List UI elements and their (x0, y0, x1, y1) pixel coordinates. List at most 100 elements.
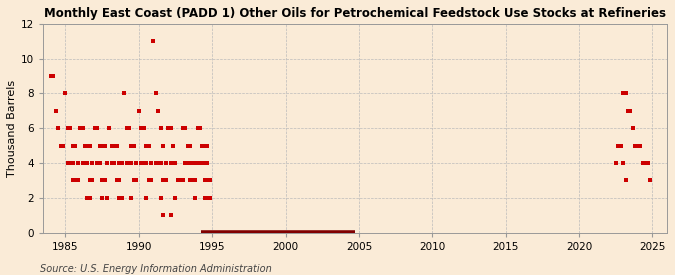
Point (622, 109, 633, 113)
Point (57, 143, 68, 148)
Point (167, 143, 178, 148)
Point (55, 143, 66, 148)
Point (155, 126, 166, 130)
Point (187, 161, 198, 165)
Point (165, 161, 176, 165)
Point (97, 178, 107, 183)
Point (122, 161, 132, 165)
Point (111, 178, 122, 183)
Point (82, 161, 93, 165)
Point (610, 161, 621, 165)
Point (126, 143, 137, 148)
Point (65, 161, 76, 165)
Point (134, 109, 144, 113)
Point (68, 178, 78, 183)
Point (84, 143, 95, 148)
Point (60, 91, 71, 96)
Point (97, 196, 107, 200)
Point (165, 126, 176, 130)
Point (143, 143, 154, 148)
Point (197, 143, 208, 148)
Point (151, 161, 161, 165)
Point (178, 178, 188, 183)
Point (635, 143, 646, 148)
Point (165, 213, 176, 217)
Point (630, 143, 641, 148)
Point (48, 74, 59, 78)
Point (70, 143, 80, 148)
Point (199, 196, 210, 200)
Point (202, 143, 213, 148)
Point (82, 196, 93, 200)
Point (140, 196, 151, 200)
Point (151, 91, 161, 96)
Point (72, 161, 83, 165)
Point (77, 161, 88, 165)
Point (126, 196, 137, 200)
Point (95, 161, 105, 165)
Point (637, 161, 648, 165)
Point (615, 143, 626, 148)
Point (178, 178, 188, 183)
Point (107, 143, 117, 148)
Point (63, 126, 74, 130)
Point (190, 178, 200, 183)
Point (131, 161, 142, 165)
Point (187, 178, 198, 183)
Point (205, 178, 215, 183)
Point (190, 196, 200, 200)
Point (160, 178, 171, 183)
Point (182, 143, 193, 148)
Point (101, 161, 112, 165)
Point (158, 143, 169, 148)
Point (178, 126, 188, 130)
Point (109, 143, 119, 148)
Point (68, 143, 78, 148)
Point (92, 161, 103, 165)
Point (163, 126, 173, 130)
Point (185, 161, 196, 165)
Point (155, 161, 166, 165)
Point (84, 178, 95, 183)
Point (645, 178, 655, 183)
Point (170, 196, 181, 200)
Point (82, 143, 93, 148)
Point (80, 161, 90, 165)
Point (63, 161, 74, 165)
Point (116, 161, 127, 165)
Point (87, 161, 98, 165)
Point (194, 161, 205, 165)
Point (194, 126, 205, 130)
Point (642, 161, 653, 165)
Point (128, 178, 139, 183)
Point (146, 161, 157, 165)
Point (173, 178, 184, 183)
Point (70, 178, 80, 183)
Point (155, 196, 166, 200)
Point (175, 178, 186, 183)
Title: Monthly East Coast (PADD 1) Other Oils for Petrochemical Feedstock Use Stocks at: Monthly East Coast (PADD 1) Other Oils f… (45, 7, 666, 20)
Point (68, 161, 78, 165)
Point (140, 161, 151, 165)
Point (143, 178, 154, 183)
Point (114, 161, 125, 165)
Point (620, 91, 631, 96)
Point (124, 161, 134, 165)
Point (625, 109, 636, 113)
Point (92, 126, 103, 130)
Point (45, 74, 56, 78)
Point (153, 109, 164, 113)
Point (111, 143, 122, 148)
Point (202, 161, 213, 165)
Point (65, 126, 76, 130)
Point (101, 196, 112, 200)
Point (148, 39, 159, 43)
Point (131, 178, 142, 183)
Point (119, 91, 130, 96)
Point (80, 143, 90, 148)
Point (205, 196, 215, 200)
Point (185, 143, 196, 148)
Point (146, 178, 157, 183)
Point (126, 161, 137, 165)
Point (116, 196, 127, 200)
